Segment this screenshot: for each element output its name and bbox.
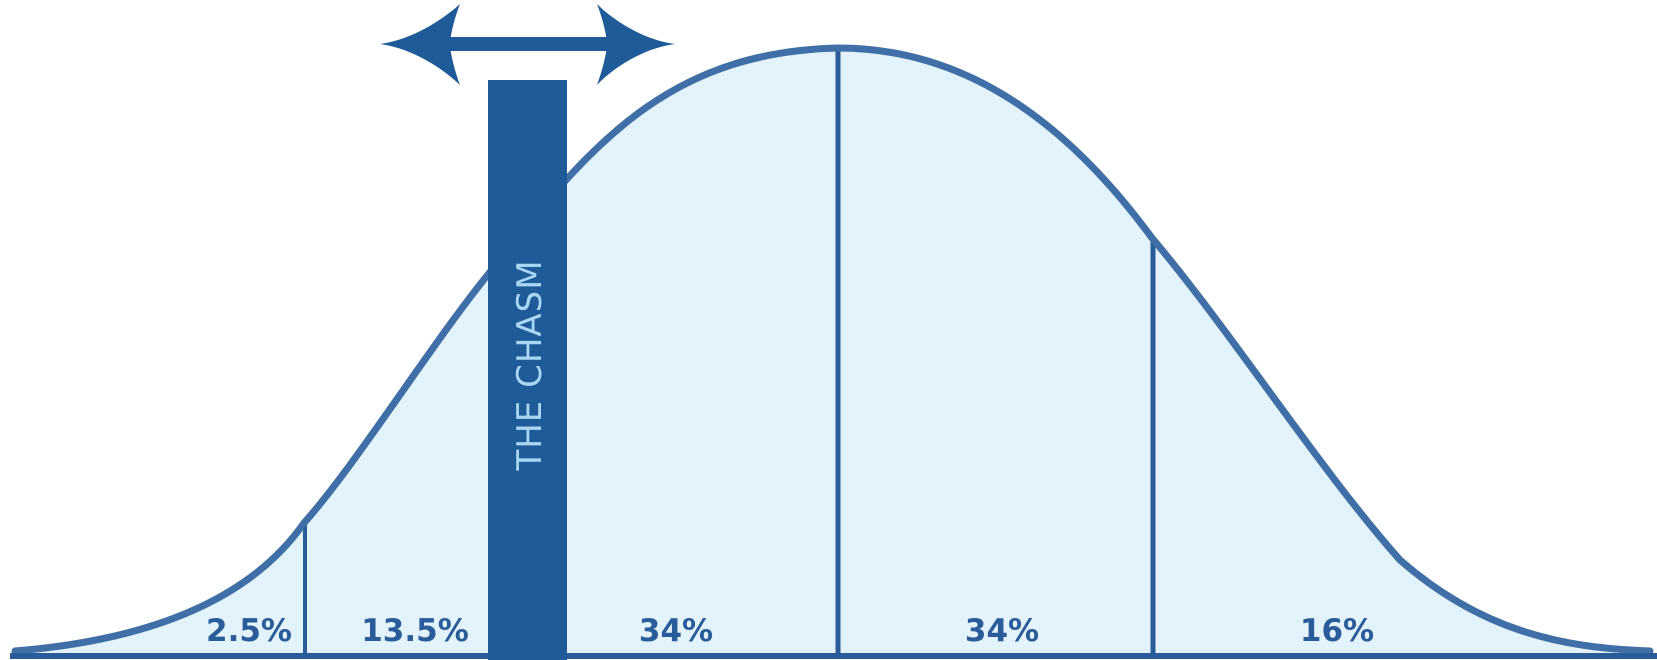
double-arrow-icon — [380, 4, 675, 85]
bell-curve — [11, 44, 1654, 655]
segment-label-laggards: 16% — [1300, 613, 1374, 649]
chasm-label: THE CHASM — [510, 259, 550, 471]
chasm-bar — [488, 80, 567, 660]
segment-label-early-adopters: 13.5% — [361, 613, 469, 649]
segment-label-late-majority: 34% — [965, 613, 1039, 649]
curve-area — [15, 48, 1650, 656]
segment-label-innovators: 2.5% — [206, 613, 292, 649]
segment-label-early-majority: 34% — [639, 613, 713, 649]
